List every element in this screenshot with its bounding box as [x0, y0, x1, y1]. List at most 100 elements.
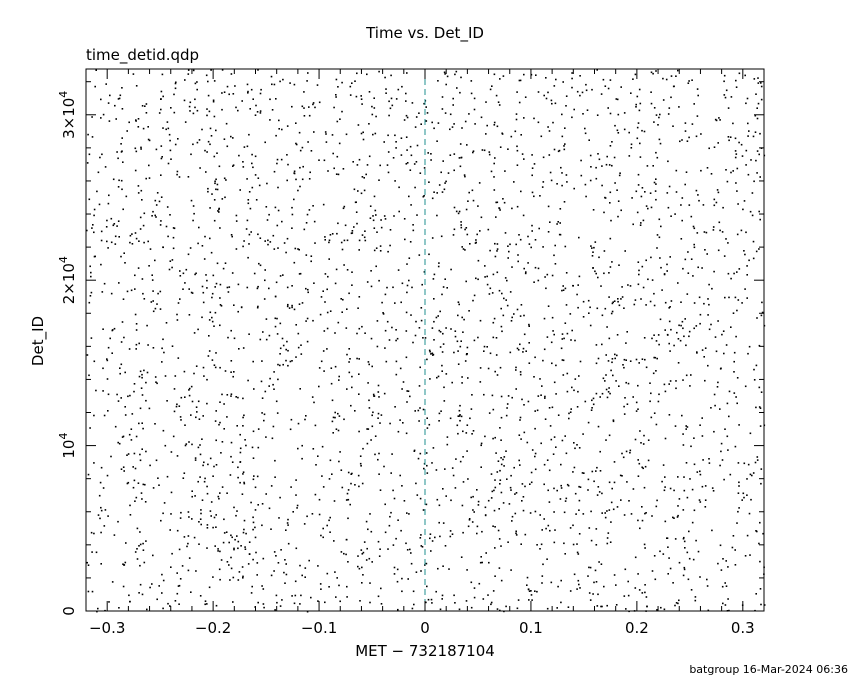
data-point: [372, 215, 374, 217]
data-point: [233, 547, 235, 550]
data-point: [270, 75, 273, 78]
data-point: [624, 250, 626, 252]
data-point: [692, 225, 695, 228]
data-point: [360, 95, 362, 97]
data-point: [755, 93, 757, 95]
data-point: [136, 558, 139, 560]
data-point: [736, 233, 739, 236]
data-point: [373, 249, 376, 252]
data-point: [349, 503, 351, 506]
data-point: [494, 255, 497, 258]
data-point: [727, 449, 729, 451]
data-point: [746, 297, 748, 299]
data-point: [564, 127, 566, 129]
data-point: [251, 585, 253, 588]
data-point: [657, 400, 660, 403]
data-point: [523, 404, 525, 406]
data-point: [622, 456, 625, 459]
data-point: [252, 516, 254, 519]
data-point: [741, 499, 743, 501]
data-point: [675, 380, 677, 382]
data-point: [257, 305, 259, 308]
data-point: [321, 445, 324, 448]
data-point: [641, 519, 644, 522]
data-point: [580, 159, 582, 162]
data-point: [733, 351, 736, 354]
data-point: [523, 314, 525, 317]
data-point: [212, 526, 214, 529]
data-point: [442, 286, 445, 288]
data-point: [351, 284, 353, 286]
data-point: [756, 459, 759, 461]
data-point: [301, 178, 304, 181]
data-point: [233, 304, 235, 306]
data-point: [410, 154, 413, 157]
data-point: [466, 144, 468, 146]
data-point: [713, 270, 715, 273]
data-point: [497, 101, 500, 103]
data-point: [387, 151, 390, 153]
data-point: [206, 287, 208, 289]
data-point: [119, 94, 122, 97]
data-point: [638, 589, 641, 591]
data-point: [196, 411, 198, 413]
data-point: [550, 341, 553, 344]
data-point: [195, 406, 198, 408]
data-point: [430, 159, 432, 161]
data-point: [658, 393, 660, 396]
data-point: [195, 365, 198, 367]
data-point: [600, 563, 603, 565]
data-point: [87, 133, 89, 136]
data-point: [473, 294, 476, 297]
data-point: [106, 240, 108, 243]
data-point: [414, 410, 416, 412]
data-point: [137, 192, 140, 194]
data-point: [295, 494, 297, 496]
data-point: [707, 609, 710, 612]
data-point: [303, 228, 306, 231]
data-point: [100, 230, 103, 233]
data-point: [595, 544, 598, 546]
data-point: [736, 190, 738, 192]
data-point: [592, 403, 595, 406]
data-point: [760, 391, 763, 393]
data-point: [208, 350, 211, 352]
data-point: [498, 538, 501, 540]
data-point: [661, 289, 663, 291]
data-point: [749, 554, 751, 556]
data-point: [348, 292, 350, 295]
data-point: [375, 265, 377, 268]
data-point: [470, 408, 473, 410]
data-point: [362, 551, 365, 554]
data-point: [370, 285, 373, 288]
data-point: [515, 113, 518, 115]
data-point: [633, 303, 636, 306]
data-point: [467, 200, 469, 202]
data-point: [394, 134, 396, 137]
data-point: [664, 476, 666, 478]
data-point: [724, 296, 726, 299]
data-point: [117, 98, 120, 100]
data-point: [479, 230, 481, 232]
data-point: [341, 110, 343, 113]
data-point: [233, 506, 235, 509]
data-point: [723, 80, 725, 83]
data-point: [616, 129, 619, 132]
data-point: [573, 389, 575, 392]
data-point: [307, 72, 309, 74]
data-point: [334, 571, 336, 573]
data-point: [753, 180, 755, 183]
data-point: [488, 151, 491, 153]
data-point: [399, 367, 402, 370]
data-point: [578, 509, 580, 511]
data-point: [488, 412, 491, 414]
data-point: [380, 587, 382, 590]
data-point: [441, 108, 444, 110]
data-point: [489, 352, 492, 355]
data-point: [359, 600, 361, 602]
data-point: [623, 366, 625, 369]
data-point: [642, 443, 645, 445]
data-point: [211, 320, 214, 323]
data-point: [692, 558, 695, 561]
data-point: [330, 382, 333, 385]
